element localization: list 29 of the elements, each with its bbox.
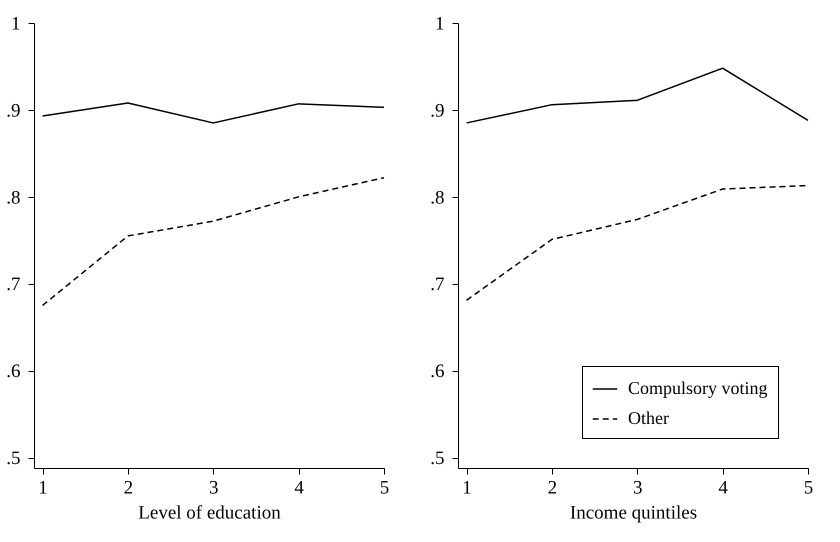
y-tick-label: .5	[6, 448, 20, 470]
y-tick-label: .8	[430, 187, 444, 208]
y-tick-label: 1	[435, 14, 444, 34]
y-tick-label: 1	[11, 14, 20, 34]
x-axis-title: Income quintiles	[570, 502, 698, 524]
legend-label: Other	[628, 408, 669, 428]
y-tick-label: .8	[6, 187, 20, 208]
y-tick-label: .9	[430, 100, 444, 122]
line-series	[42, 176, 385, 306]
x-tick-label: 1	[462, 478, 472, 498]
x-tick-label: 4	[718, 478, 728, 498]
x-axis-title: Level of education	[138, 502, 282, 524]
y-tick-label: .5	[430, 448, 444, 470]
y-tick-label: .9	[6, 100, 20, 122]
x-tick-label: 3	[209, 478, 219, 498]
y-tick-label: .7	[430, 274, 444, 296]
y-tick-label: .6	[430, 361, 444, 382]
x-tick-label: 4	[294, 478, 304, 498]
line-series	[466, 67, 809, 124]
y-tick-label: .6	[6, 361, 20, 382]
legend-label: Compulsory voting	[628, 378, 768, 398]
x-tick-label: 5	[804, 478, 814, 498]
x-tick-label: 1	[38, 478, 48, 498]
x-tick-label: 3	[633, 478, 643, 498]
x-tick-label: 2	[548, 478, 558, 498]
x-tick-label: 2	[124, 478, 134, 498]
line-series	[42, 102, 385, 124]
y-tick-label: .7	[6, 274, 20, 296]
x-tick-label: 5	[380, 478, 390, 498]
